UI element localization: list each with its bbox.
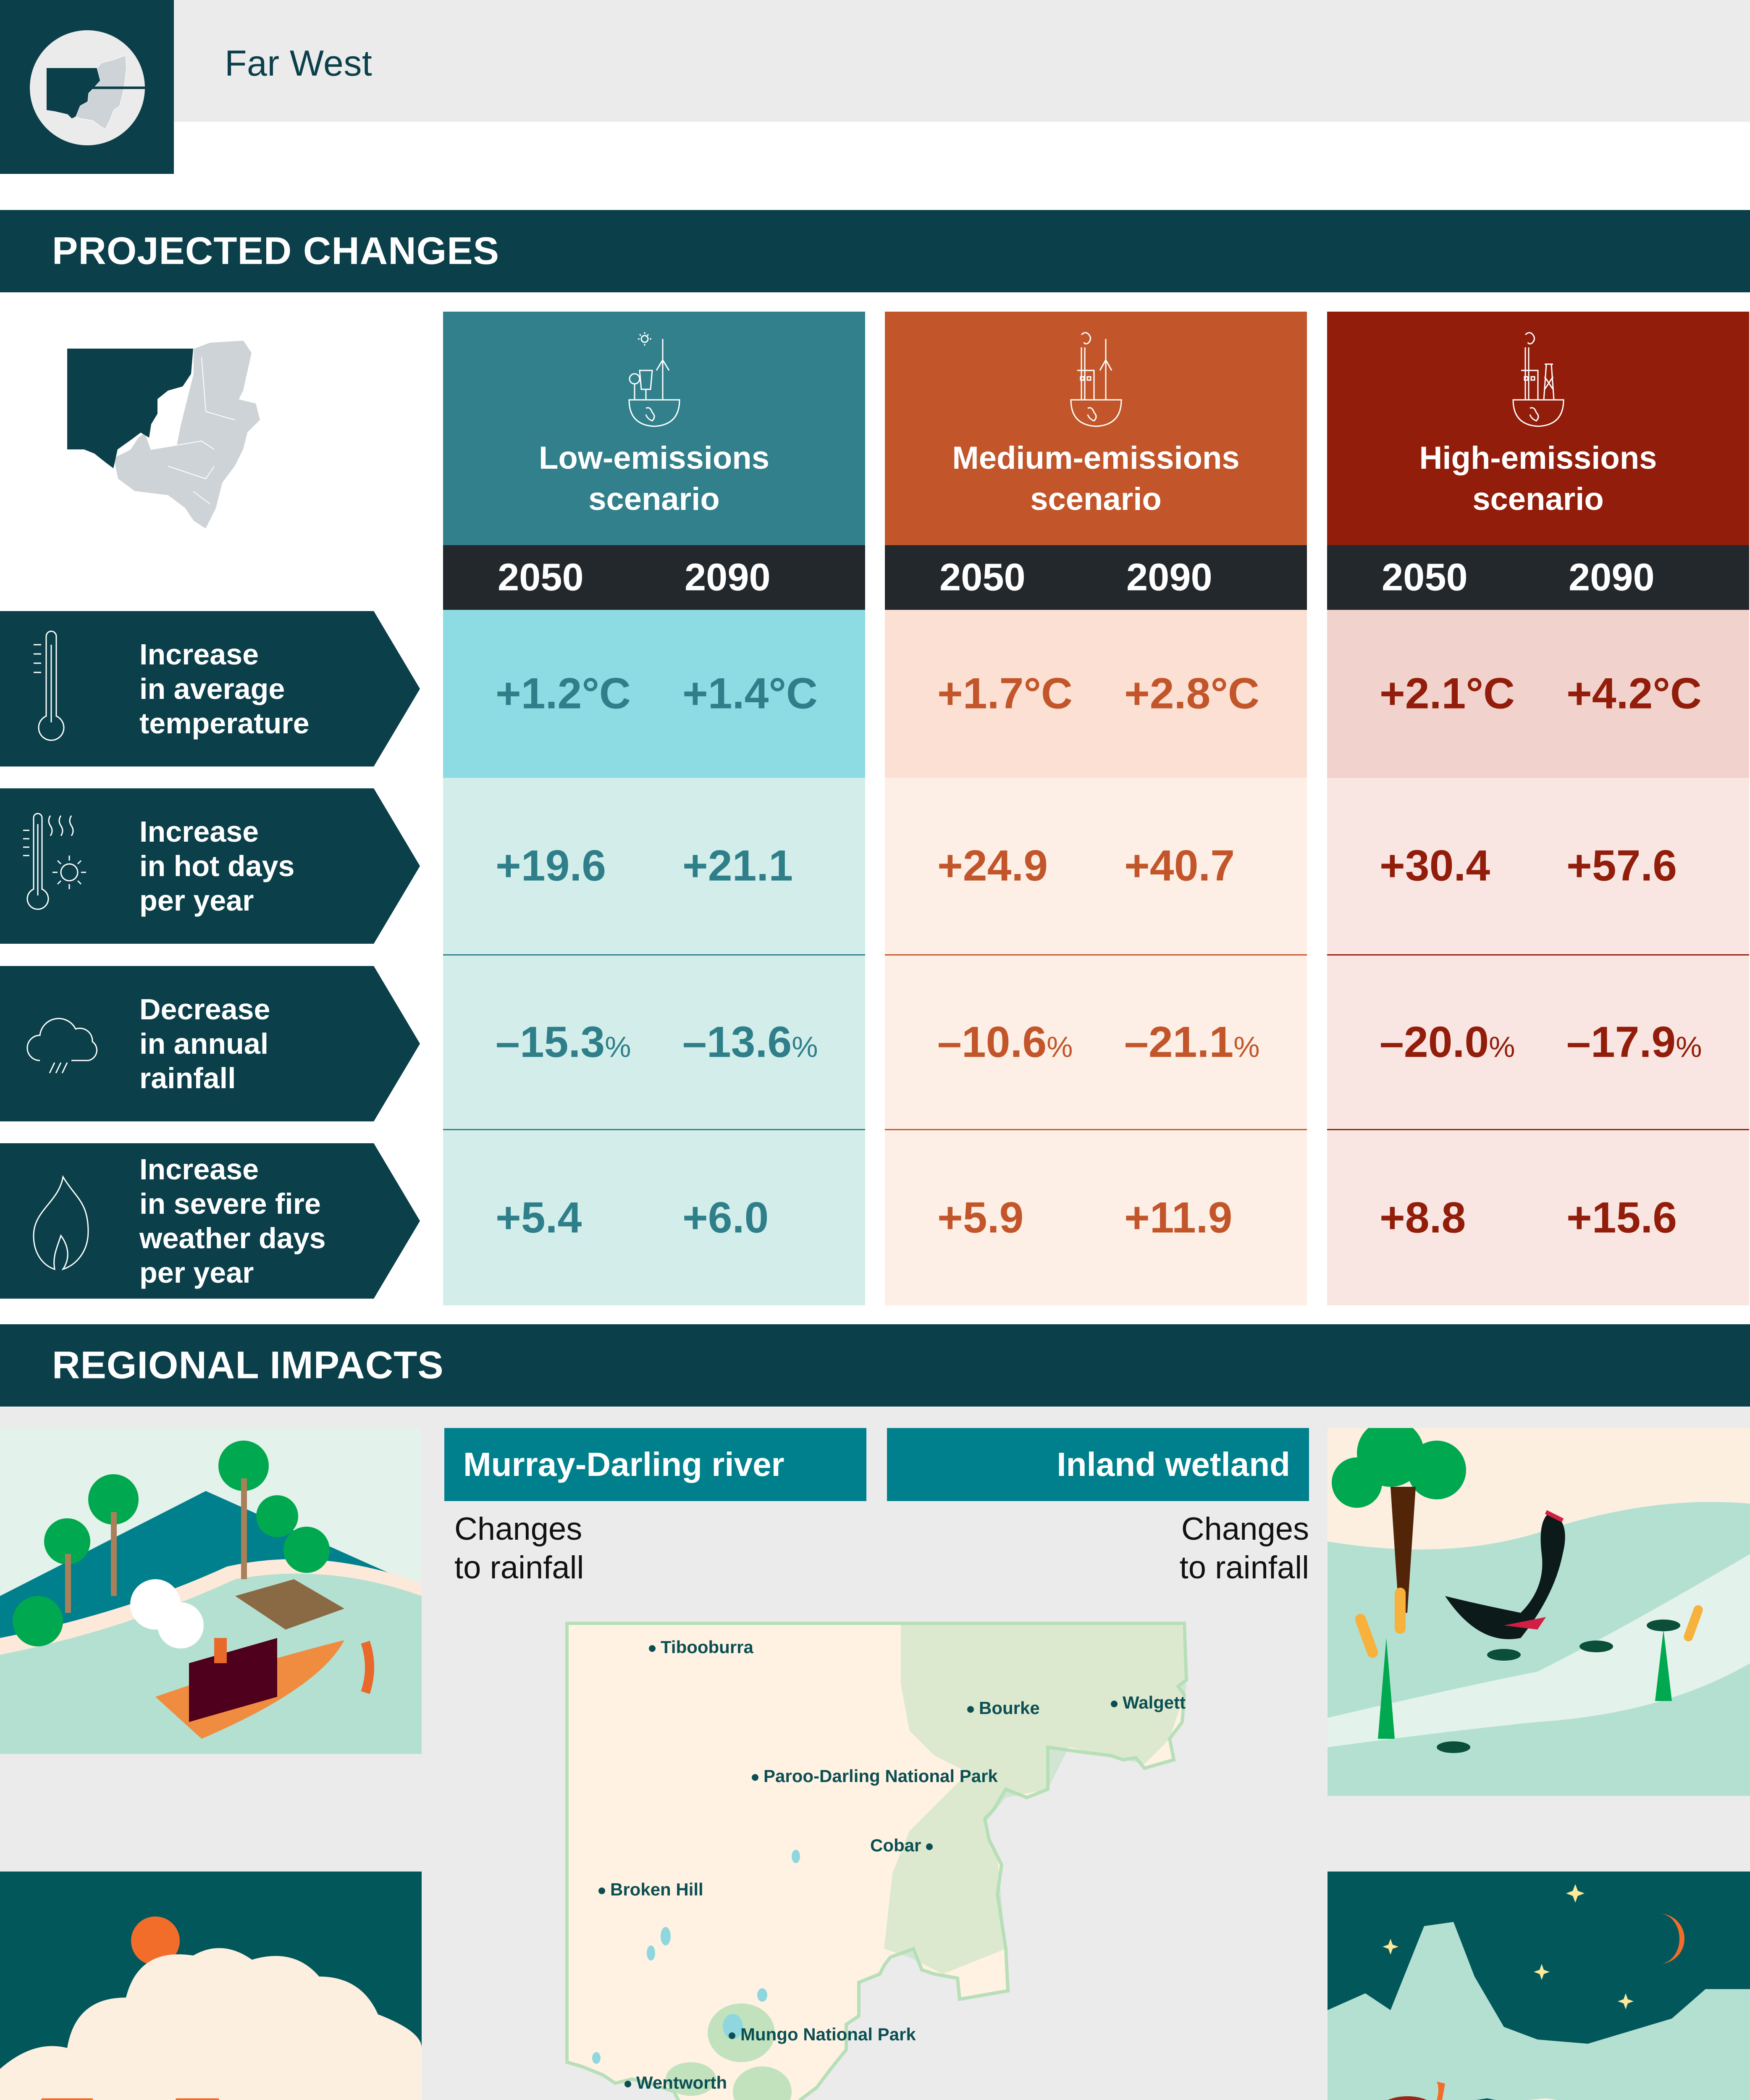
value-row-hot-days: +19.6 +21.1 xyxy=(443,778,865,954)
map-place-broken-hill: Broken Hill xyxy=(598,1880,703,1900)
black-swan-wetland-illustration xyxy=(1328,1428,1750,1796)
impact-text-inland-wetland: Changes to rainfall xyxy=(1179,1511,1309,1586)
header-locator-tab xyxy=(0,0,174,174)
section-title: PROJECTED CHANGES xyxy=(52,229,499,273)
nsw-region-locator-icon xyxy=(30,30,145,145)
value-row-rainfall: –10.6% –21.1% xyxy=(885,954,1307,1129)
year-2090: 2090 xyxy=(685,556,771,599)
region-title: Far West xyxy=(225,43,373,84)
flame-icon xyxy=(33,1175,89,1270)
value-row-fire-weather: +5.4 +6.0 xyxy=(443,1129,865,1305)
map-place-paroo-darling-national-park: Paroo-Darling National Park xyxy=(752,1766,998,1786)
far-west-region-map: Tibooburra Bourke Walgett Paroo-Darling … xyxy=(565,1621,1203,2100)
scenario-header-low: Low-emissions scenario xyxy=(443,312,865,545)
header-band xyxy=(0,0,1750,122)
section-header-regional-impacts: REGIONAL IMPACTS xyxy=(0,1324,1750,1407)
year-header-row: 2050 2090 xyxy=(443,545,865,610)
scenario-column-medium: Medium-emissions scenario 2050 2090 +1.7… xyxy=(885,312,1307,1305)
scenario-header-high: High-emissions scenario xyxy=(1327,312,1749,545)
value-row-hot-days: +30.4 +57.6 xyxy=(1327,778,1749,954)
map-place-walgett: Walgett xyxy=(1111,1693,1186,1713)
section-header-projected-changes: PROJECTED CHANGES xyxy=(0,210,1750,292)
year-2090: 2090 xyxy=(1126,556,1212,599)
impact-tag-inland-wetland: Inland wetland xyxy=(887,1428,1309,1501)
map-place-mungo-national-park: Mungo National Park xyxy=(729,2024,916,2045)
map-place-bourke: Bourke xyxy=(967,1698,1040,1718)
scenario-title-medium: Medium-emissions scenario xyxy=(952,440,1240,517)
value-row-fire-weather: +5.9 +11.9 xyxy=(885,1129,1307,1305)
paddle-steamer-river-fishing-illustration xyxy=(0,1428,422,1754)
hot-day-thermometer-sun-icon xyxy=(23,813,86,910)
metric-label-fire-weather: Increase in severe fire weather days per… xyxy=(0,1143,420,1299)
value-row-temperature: +1.2°C +1.4°C xyxy=(443,610,865,778)
thermometer-icon xyxy=(34,630,65,741)
nsw-far-west-locator-map xyxy=(67,339,361,533)
scenario-title-low: Low-emissions scenario xyxy=(539,440,769,517)
rain-cloud-icon xyxy=(26,1018,98,1074)
section-title: REGIONAL IMPACTS xyxy=(52,1344,444,1387)
impact-tag-murray-darling-river: Murray-Darling river xyxy=(444,1428,866,1501)
year-2090: 2090 xyxy=(1569,556,1655,599)
factory-tower-globe-icon xyxy=(1512,332,1564,427)
map-place-tibooburra: Tibooburra xyxy=(649,1637,753,1657)
metric-label-hot-days: Increase in hot days per year xyxy=(0,788,420,944)
factory-windmill-globe-icon xyxy=(1070,332,1122,427)
year-header-row: 2050 2090 xyxy=(885,545,1307,610)
value-row-temperature: +2.1°C +4.2°C xyxy=(1327,610,1749,778)
value-row-fire-weather: +8.8 +15.6 xyxy=(1327,1129,1749,1305)
year-2050: 2050 xyxy=(498,556,584,599)
map-place-cobar: Cobar xyxy=(870,1835,933,1856)
impact-text-murray-darling-river: Changes to rainfall xyxy=(454,1511,584,1586)
metric-label-temperature: Increase in average temperature xyxy=(0,611,420,766)
value-row-rainfall: –15.3% –13.6% xyxy=(443,954,865,1129)
value-row-temperature: +1.7°C +2.8°C xyxy=(885,610,1307,778)
year-2050: 2050 xyxy=(939,556,1026,599)
scenario-column-low: Low-emissions scenario 2050 2090 +1.2°C … xyxy=(443,312,865,1305)
year-2050: 2050 xyxy=(1382,556,1468,599)
metric-label-rainfall: Decrease in annual rainfall xyxy=(0,966,420,1121)
emu-gorge-night-illustration xyxy=(1328,1872,1750,2100)
map-place-wentworth: Wentworth xyxy=(624,2073,727,2093)
scenario-column-high: High-emissions scenario 2050 2090 +2.1°C… xyxy=(1327,312,1749,1305)
scenario-title-high: High-emissions scenario xyxy=(1419,440,1657,517)
scenario-header-medium: Medium-emissions scenario xyxy=(885,312,1307,545)
year-header-row: 2050 2090 xyxy=(1327,545,1749,610)
renewables-globe-icon xyxy=(628,332,680,427)
dust-storm-outback-town-illustration xyxy=(0,1872,422,2100)
value-row-rainfall: –20.0% –17.9% xyxy=(1327,954,1749,1129)
value-row-hot-days: +24.9 +40.7 xyxy=(885,778,1307,954)
